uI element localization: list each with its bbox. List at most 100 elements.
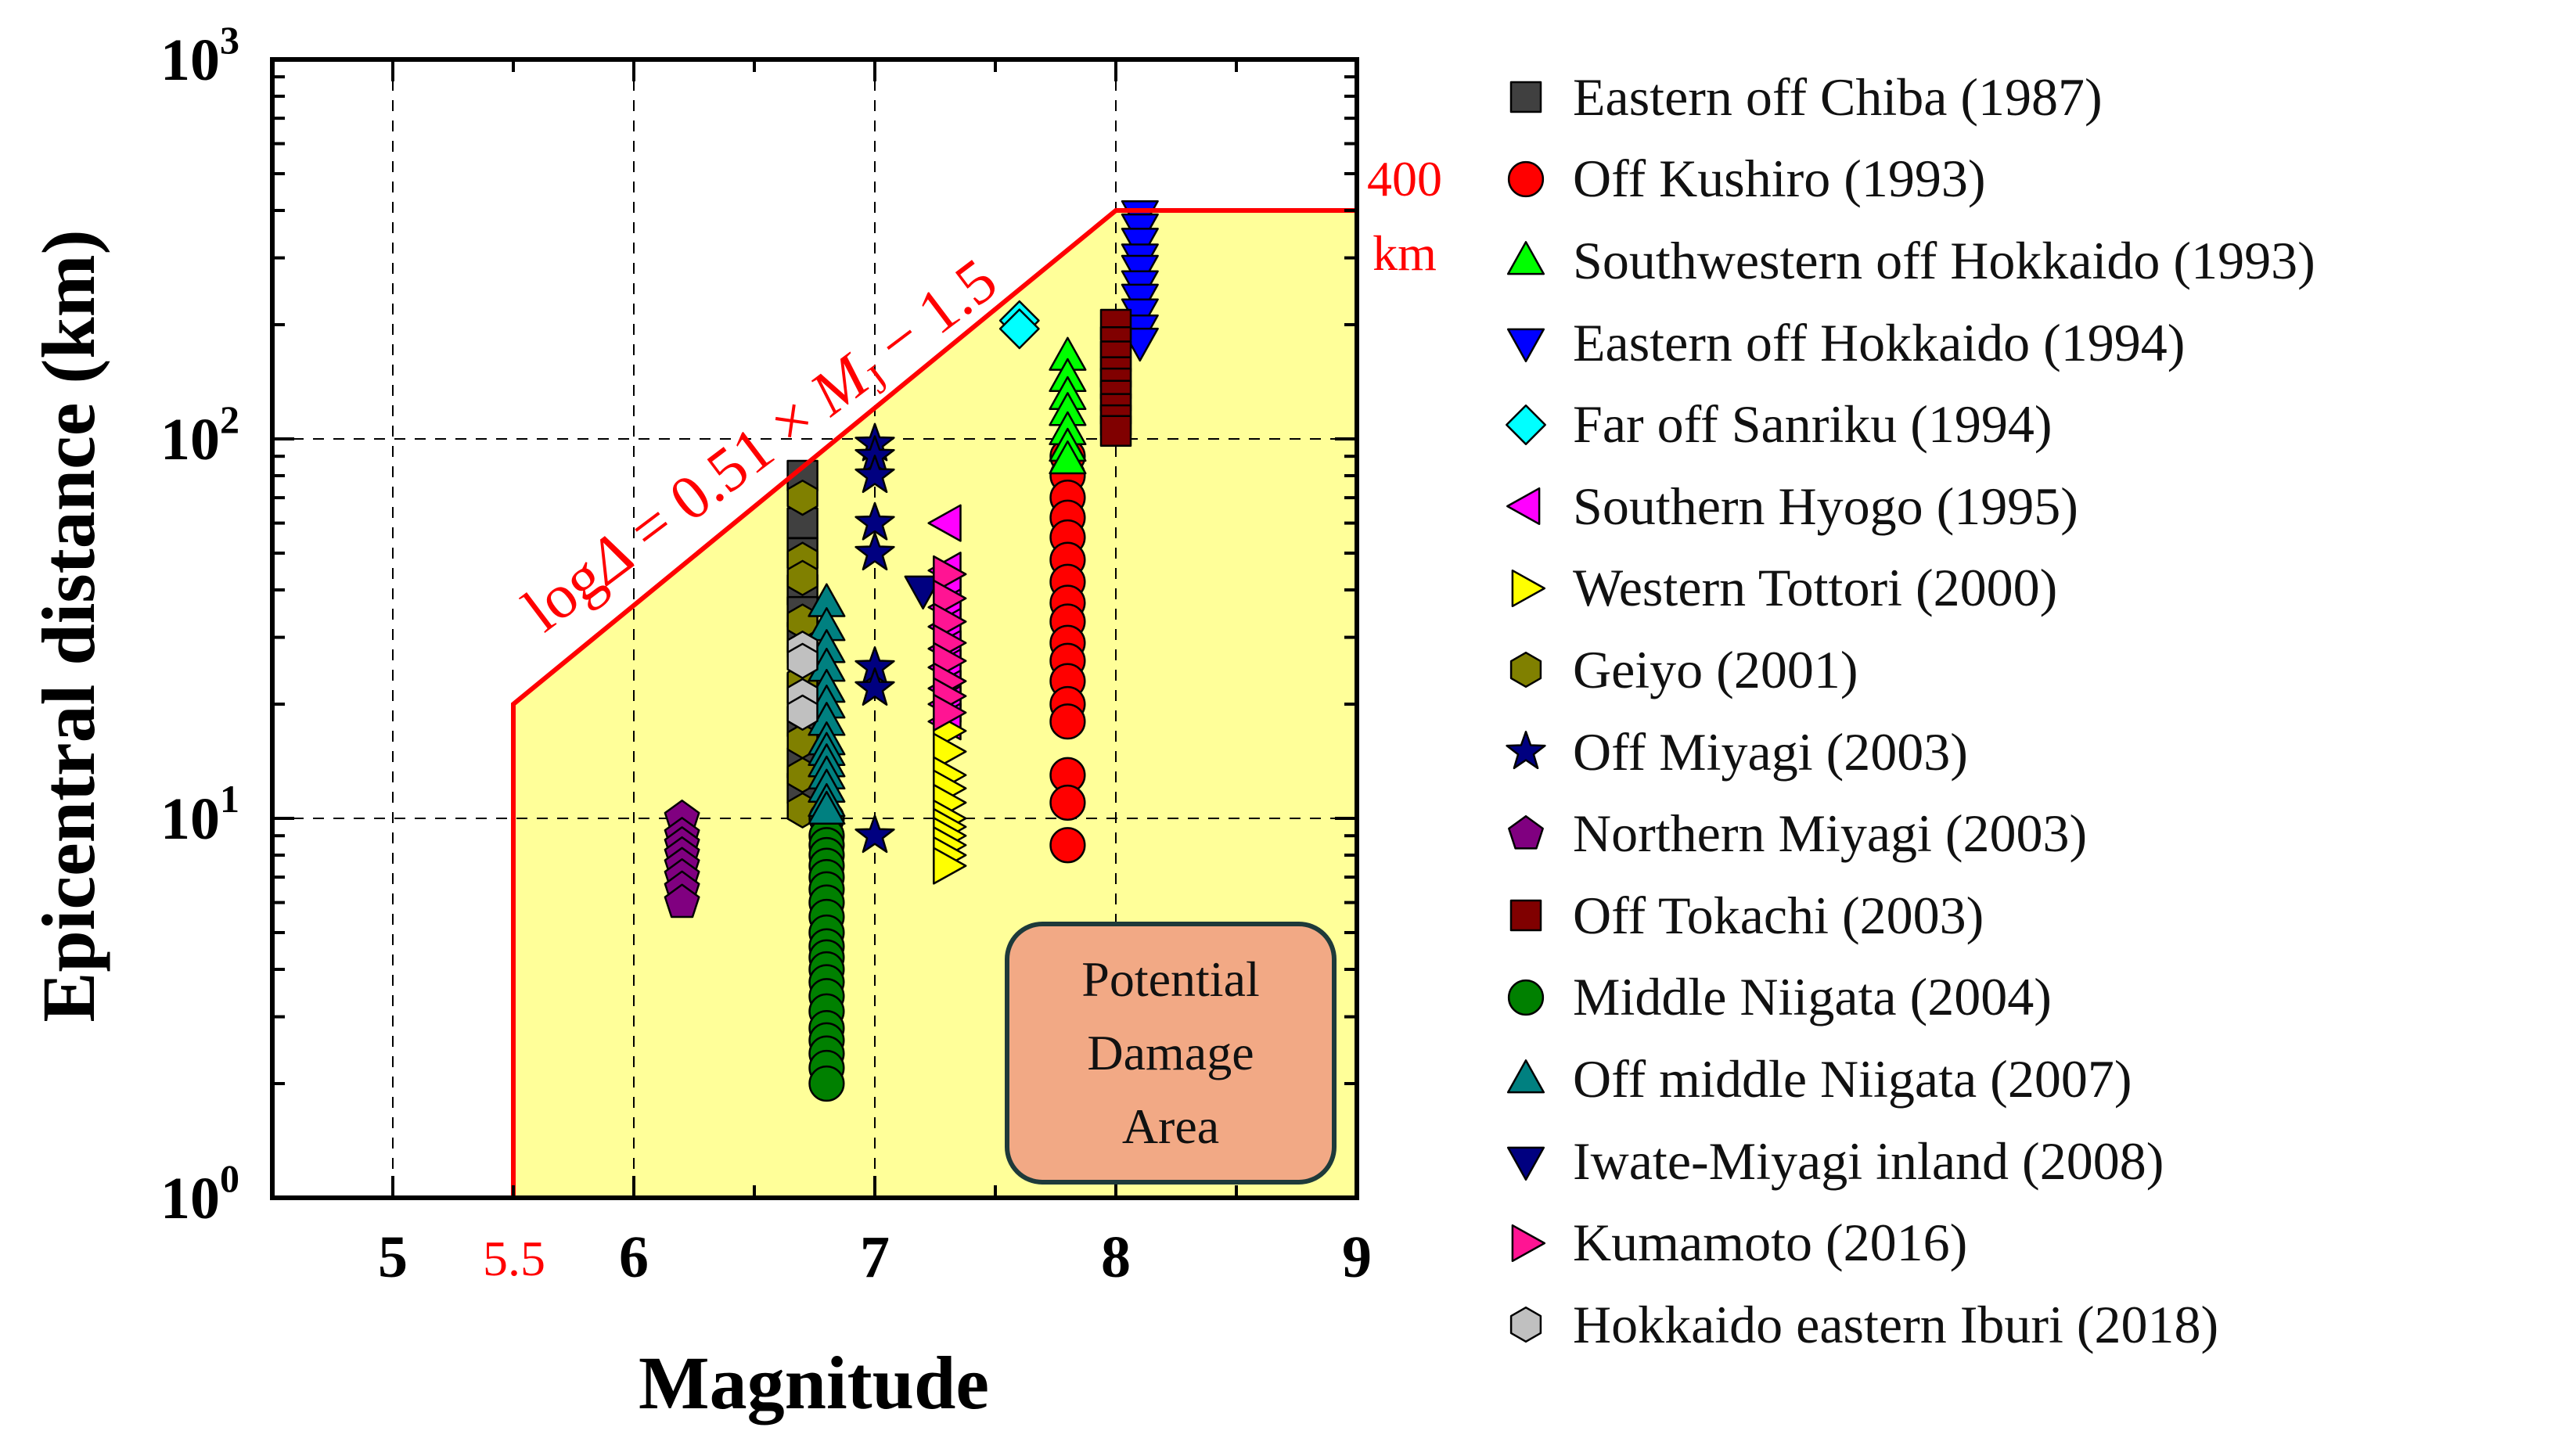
y-tick-label-1: 100 <box>160 1156 239 1231</box>
x-tick-label-8: 8 <box>1101 1224 1131 1290</box>
data-point <box>786 694 818 731</box>
y-tick-label-10: 101 <box>160 777 239 852</box>
series-iwate-miyagi-inland-2008 <box>904 575 942 610</box>
legend-marker-shape <box>1509 1307 1542 1343</box>
series-off-kushiro-1993 <box>1049 438 1086 864</box>
data-point <box>1099 415 1132 447</box>
x-tick-label-9: 9 <box>1342 1224 1372 1290</box>
legend-marker-shape <box>1506 731 1546 770</box>
legend-marker-shape <box>1506 404 1546 445</box>
legend-label: Western Tottori (2000) <box>1573 558 2058 618</box>
data-marks-layer <box>664 200 1159 1102</box>
data-point <box>854 814 895 854</box>
y-tick-exponent: 2 <box>220 397 239 441</box>
legend-marker-shape <box>1506 1146 1545 1181</box>
legend-marker-triangle-right <box>1511 1224 1546 1262</box>
plot-frame <box>270 57 1359 1200</box>
legend-item-far-off-sanriku-1994: Far off Sanriku (1994) <box>1487 383 2551 466</box>
data-point <box>998 308 1040 350</box>
data-point <box>933 847 967 885</box>
series-off-tokachi-2003 <box>1099 308 1132 447</box>
legend-item-off-miyagi-2003: Off Miyagi (2003) <box>1487 711 2551 793</box>
legend-item-off-tokachi-2003: Off Tokachi (2003) <box>1487 875 2551 957</box>
legend-marker-shape <box>1509 899 1542 932</box>
legend-marker-shape <box>1509 652 1542 688</box>
y-tick-base: 10 <box>160 1166 220 1231</box>
data-point <box>1049 827 1086 864</box>
y-axis-label: Epicentral distance (km) <box>27 229 110 1022</box>
legend-marker-triangle-left <box>1506 487 1541 526</box>
legend-item-off-kushiro-1993: Off Kushiro (1993) <box>1487 138 2551 221</box>
legend-label: Eastern off Hokkaido (1994) <box>1573 312 2186 372</box>
legend-item-western-tottori-2000: Western Tottori (2000) <box>1487 548 2551 630</box>
data-point <box>927 504 962 542</box>
legend-marker-shape <box>1507 160 1545 197</box>
y-tick-label-100: 102 <box>160 397 239 473</box>
legend-label: Kumamoto (2016) <box>1573 1213 1968 1273</box>
legend: Eastern off Chiba (1987) Off Kushiro (199… <box>1487 56 2551 1366</box>
legend-item-eastern-off-chiba-1987: Eastern off Chiba (1987) <box>1487 56 2551 138</box>
series-southwestern-off-hokkaido-1993 <box>1049 336 1087 475</box>
legend-marker-shape <box>1509 81 1542 113</box>
legend-label: Off Kushiro (1993) <box>1573 149 1986 209</box>
legend-marker-shape <box>1506 487 1541 526</box>
legend-marker-circle <box>1507 160 1545 197</box>
legend-marker-shape <box>1511 569 1546 607</box>
y-tick-base: 10 <box>160 407 220 473</box>
series-eastern-off-hokkaido-1994 <box>1121 200 1159 362</box>
x-tick-label-5: 5 <box>378 1224 408 1290</box>
y-tick-exponent: 1 <box>220 777 239 821</box>
legend-marker-shape <box>1506 328 1545 363</box>
data-point <box>854 532 895 571</box>
damage-area-line-1: Potential <box>1081 951 1260 1007</box>
legend-marker-diamond <box>1506 404 1546 445</box>
legend-label: Off Tokachi (2003) <box>1573 885 1984 945</box>
legend-marker-triangle-down <box>1506 1146 1545 1181</box>
data-point <box>933 732 967 771</box>
legend-label: Northern Miyagi (2003) <box>1573 803 2088 864</box>
x-tick-label-7: 7 <box>860 1224 890 1290</box>
y-tick-base: 10 <box>160 27 220 93</box>
data-point <box>1049 703 1086 740</box>
legend-item-middle-niigata-2004: Middle Niigata (2004) <box>1487 957 2551 1039</box>
legend-item-southwestern-off-hokkaido-1993: Southwestern off Hokkaido (1993) <box>1487 220 2551 302</box>
legend-label: Eastern off Chiba (1987) <box>1573 67 2103 127</box>
legend-marker-hexagon <box>1509 1307 1542 1343</box>
x-tick-labels: 5 6 7 8 9 <box>378 1224 1372 1290</box>
legend-marker-shape <box>1508 814 1544 850</box>
data-point <box>808 790 846 825</box>
legend-label: Far off Sanriku (1994) <box>1573 394 2053 455</box>
damage-area-line-3: Area <box>1121 1098 1220 1154</box>
data-point <box>1049 440 1087 475</box>
data-point <box>1049 784 1086 821</box>
legend-label: Southwestern off Hokkaido (1993) <box>1573 230 2315 290</box>
legend-item-geiyo-2001: Geiyo (2001) <box>1487 629 2551 711</box>
legend-label: Geiyo (2001) <box>1573 639 1858 699</box>
legend-item-hokkaido-eastern-iburi-2018: Hokkaido eastern Iburi (2018) <box>1487 1284 2551 1366</box>
series-northern-miyagi-2003 <box>664 799 700 919</box>
legend-item-southern-hyogo-1995: Southern Hyogo (1995) <box>1487 466 2551 548</box>
series-middle-niigata-2004 <box>808 800 845 1102</box>
grid-layer <box>272 59 1357 1198</box>
legend-marker-circle <box>1507 979 1545 1016</box>
data-point <box>786 642 818 679</box>
y-tick-exponent: 0 <box>220 1156 239 1200</box>
legend-marker-triangle-right <box>1511 569 1546 607</box>
data-point <box>786 559 818 596</box>
data-point <box>933 693 967 732</box>
legend-marker-hexagon <box>1509 652 1542 688</box>
legend-marker-pentagon <box>1508 814 1544 850</box>
data-point <box>664 883 700 919</box>
legend-marker-square <box>1509 899 1542 932</box>
legend-item-eastern-off-hokkaido-1994: Eastern off Hokkaido (1994) <box>1487 302 2551 384</box>
potential-damage-area-box: Potential Damage Area <box>1005 922 1337 1185</box>
legend-marker-shape <box>1507 979 1545 1016</box>
legend-marker-shape <box>1511 1224 1546 1262</box>
limit-label-400: 400 <box>1367 151 1442 207</box>
x-tick-label-6: 6 <box>619 1224 649 1290</box>
data-point <box>854 502 895 541</box>
damage-area-line-2: Damage <box>1087 1025 1254 1080</box>
legend-item-northern-miyagi-2003: Northern Miyagi (2003) <box>1487 793 2551 875</box>
legend-item-iwate-miyagi-inland-2008: Iwate-Miyagi inland (2008) <box>1487 1120 2551 1203</box>
limit-label-km: km <box>1373 225 1437 281</box>
